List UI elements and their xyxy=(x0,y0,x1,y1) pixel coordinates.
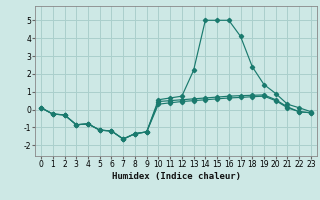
X-axis label: Humidex (Indice chaleur): Humidex (Indice chaleur) xyxy=(111,172,241,181)
